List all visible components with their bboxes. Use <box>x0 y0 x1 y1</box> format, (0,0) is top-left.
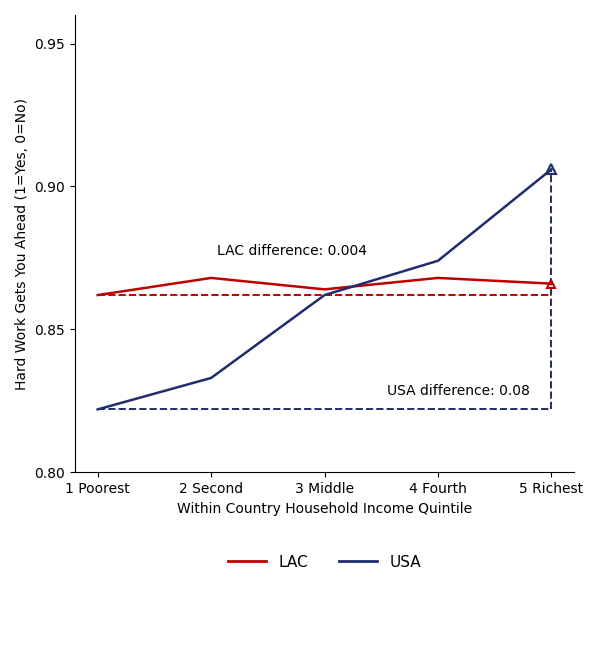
Legend: LAC, USA: LAC, USA <box>222 548 427 576</box>
Text: LAC difference: 0.004: LAC difference: 0.004 <box>217 244 367 258</box>
X-axis label: Within Country Household Income Quintile: Within Country Household Income Quintile <box>177 502 472 515</box>
Y-axis label: Hard Work Gets You Ahead (1=Yes, 0=No): Hard Work Gets You Ahead (1=Yes, 0=No) <box>15 97 29 389</box>
Text: USA difference: 0.08: USA difference: 0.08 <box>387 384 530 398</box>
